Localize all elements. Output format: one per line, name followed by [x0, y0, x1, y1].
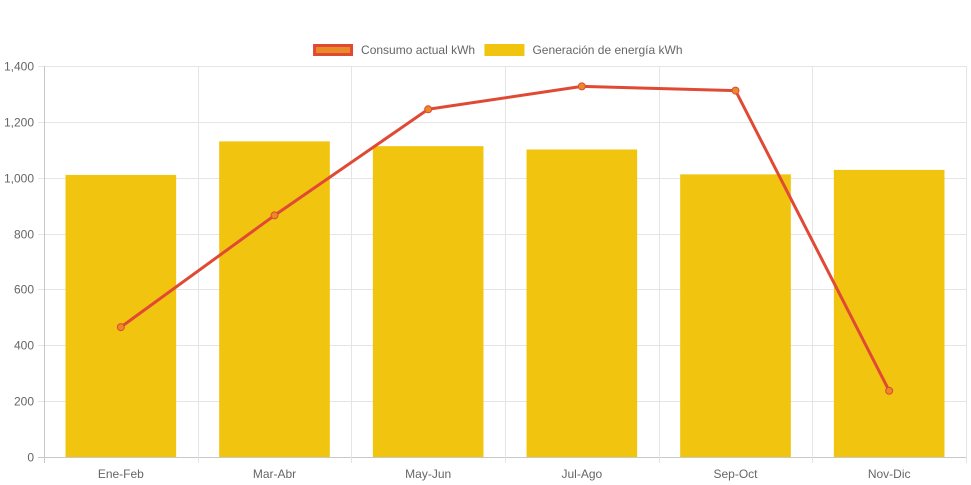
bar-generacion[interactable]	[372, 146, 484, 457]
y-tick-label: 600	[14, 283, 34, 297]
bar-generacion[interactable]	[219, 141, 330, 457]
y-tick-label: 1,400	[4, 60, 34, 74]
legend-swatch-generacion[interactable]	[484, 44, 525, 56]
point-consumo[interactable]	[885, 386, 894, 395]
bar-generacion[interactable]	[65, 174, 177, 457]
point-consumo[interactable]	[577, 82, 586, 91]
y-tick-label: 200	[14, 395, 34, 409]
y-tick-label: 0	[27, 451, 34, 465]
grid-layer	[38, 66, 967, 463]
x-tick-label: Sep-Oct	[713, 467, 758, 481]
point-consumo[interactable]	[270, 211, 279, 220]
y-tick-label: 1,200	[4, 116, 34, 130]
point-consumo[interactable]	[731, 86, 740, 95]
x-tick-label: Nov-Dic	[868, 467, 911, 481]
y-tick-label: 800	[14, 228, 34, 242]
x-tick-label: Mar-Abr	[253, 467, 296, 481]
x-tick-label: Ene-Feb	[98, 467, 144, 481]
point-consumo[interactable]	[116, 323, 125, 332]
y-tick-label: 400	[14, 339, 34, 353]
bar-layer	[65, 141, 945, 458]
bar-generacion[interactable]	[833, 169, 945, 457]
legend-label-consumo[interactable]: Consumo actual kWh	[361, 43, 475, 57]
line-consumo	[119, 84, 891, 392]
bar-generacion[interactable]	[680, 174, 791, 457]
x-tick-label: Jul-Ago	[561, 467, 602, 481]
legend-swatch-consumo[interactable]	[313, 44, 354, 56]
line-layer	[116, 82, 894, 395]
legend-label-generacion[interactable]: Generación de energía kWh	[532, 43, 682, 57]
bar-generacion[interactable]	[526, 149, 638, 458]
legend: Consumo actual kWh Generación de energía …	[313, 43, 683, 57]
axis-layer: 0 200 400 600 800 1,000 1,200 1,400 Ene-Feb Mar-A…	[4, 60, 911, 482]
x-tick-label: May-Jun	[405, 467, 451, 481]
y-tick-label: 1,000	[4, 172, 34, 186]
point-consumo[interactable]	[424, 105, 433, 114]
